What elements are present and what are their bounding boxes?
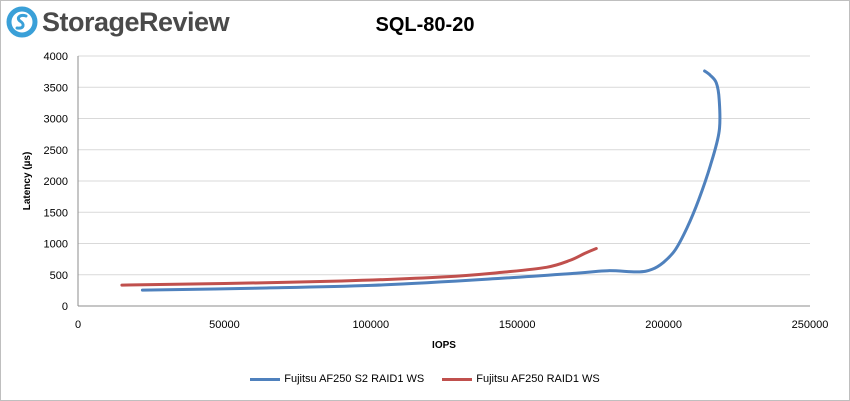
axes <box>77 56 810 307</box>
y-tick-label-8: 4000 <box>44 51 68 63</box>
chart-title: SQL-80-20 <box>375 14 475 36</box>
legend-swatch-raid1 <box>442 377 473 381</box>
legend-entry-s2-raid1: Fujitsu AF250 S2 RAID1 WS <box>250 373 424 385</box>
legend-label-raid1: Fujitsu AF250 RAID1 WS <box>476 373 600 385</box>
x-tick-label-2: 100000 <box>352 319 389 331</box>
gridlines <box>78 55 810 276</box>
y-tick-label-2: 1000 <box>44 239 68 251</box>
y-tick-label-4: 2000 <box>44 176 68 188</box>
y-axis-title: Latency (µs) <box>22 152 33 211</box>
x-tick-labels: 0 50000 100000 150000 200000 250000 <box>75 319 828 331</box>
series-line-s2-raid1 <box>140 69 722 292</box>
y-tick-label-1: 500 <box>50 270 68 282</box>
legend: Fujitsu AF250 S2 RAID1 WS Fujitsu AF250 … <box>0 373 850 385</box>
series-line-raid1 <box>120 247 598 287</box>
x-tick-label-4: 200000 <box>645 319 682 331</box>
x-axis-title: IOPS <box>432 340 456 351</box>
y-tick-label-7: 3500 <box>44 82 68 94</box>
y-tick-labels: 0 500 1000 1500 2000 2500 3000 3500 4000 <box>44 51 68 313</box>
series-lines <box>120 69 722 292</box>
x-tick-label-3: 150000 <box>499 319 536 331</box>
y-tick-label-6: 3000 <box>44 114 68 126</box>
legend-label-s2-raid1: Fujitsu AF250 S2 RAID1 WS <box>284 373 425 385</box>
x-tick-label-5: 250000 <box>792 319 829 331</box>
legend-entry-raid1: Fujitsu AF250 RAID1 WS <box>442 373 600 385</box>
brand-name: StorageReview <box>42 6 230 37</box>
storagereview-logo: StorageReview <box>6 4 230 40</box>
y-tick-label-0: 0 <box>62 301 68 313</box>
x-tick-label-0: 0 <box>75 319 81 331</box>
legend-swatch-s2-raid1 <box>250 377 281 381</box>
storagereview-logo-icon <box>6 6 38 38</box>
y-tick-label-3: 1500 <box>44 207 68 219</box>
y-tick-label-5: 2500 <box>44 145 68 157</box>
x-tick-label-1: 50000 <box>209 319 240 331</box>
